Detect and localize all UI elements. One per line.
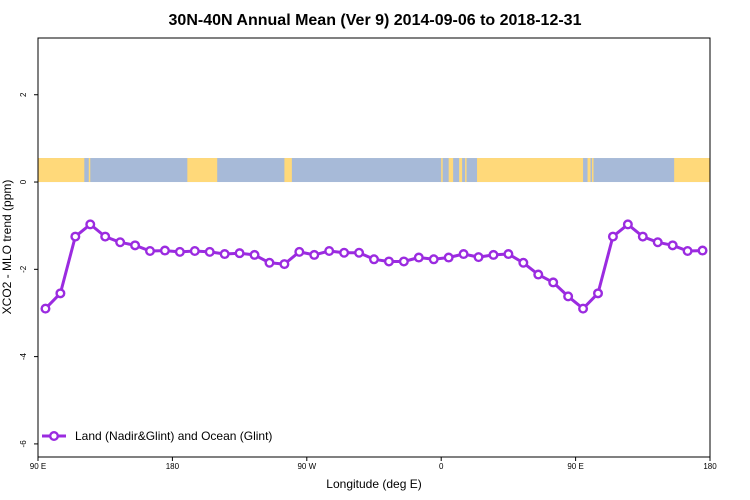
data-point	[369, 254, 380, 265]
x-tick-label: 180	[703, 462, 717, 471]
data-point	[339, 247, 350, 258]
data-point	[593, 288, 604, 299]
y-tick-label: -6	[19, 440, 28, 448]
data-point	[40, 303, 51, 314]
data-point	[204, 246, 215, 257]
data-point	[622, 219, 633, 230]
data-point	[234, 248, 245, 259]
data-point	[144, 245, 155, 256]
data-point	[115, 237, 126, 248]
plot-frame	[37, 37, 711, 458]
data-point	[249, 249, 260, 260]
land-segment	[587, 158, 591, 183]
data-point	[458, 249, 469, 260]
land-segment	[448, 158, 454, 183]
data-point	[413, 252, 424, 263]
data-point	[637, 231, 648, 242]
land-segment	[284, 158, 292, 183]
data-point	[55, 288, 66, 299]
data-point	[383, 256, 394, 267]
chart-title: 30N-40N Annual Mean (Ver 9) 2014-09-06 t…	[169, 12, 582, 29]
legend: Land (Nadir&Glint) and Ocean (Glint)	[42, 429, 272, 443]
land-segment	[441, 158, 443, 183]
x-tick-label: 90 E	[30, 462, 46, 471]
y-tick-label: 2	[19, 92, 28, 97]
data-point	[174, 246, 185, 257]
series-layer	[40, 219, 708, 314]
data-point	[398, 256, 409, 267]
data-point	[100, 231, 111, 242]
x-tick-label: 90 W	[297, 462, 316, 471]
data-point	[219, 249, 230, 260]
data-point	[159, 245, 170, 256]
land-segment	[674, 158, 710, 183]
data-point	[563, 291, 574, 302]
land-segment	[38, 158, 85, 183]
land-segment	[592, 158, 594, 183]
data-point	[533, 269, 544, 280]
x-axis-label: Longitude (deg E)	[326, 477, 421, 491]
data-point	[279, 259, 290, 270]
data-point	[488, 249, 499, 260]
data-point	[607, 231, 618, 242]
data-point	[324, 245, 335, 256]
data-point	[189, 245, 200, 256]
y-tick-label: -4	[19, 353, 28, 361]
data-point	[443, 252, 454, 263]
data-point	[309, 249, 320, 260]
y-tick-label: 0	[19, 179, 28, 184]
series-line	[44, 222, 703, 311]
x-tick-label: 180	[166, 462, 180, 471]
land-segment	[465, 158, 467, 183]
data-point	[70, 231, 81, 242]
data-point	[85, 219, 96, 230]
land-segment	[88, 158, 91, 183]
y-tick-label: -2	[19, 265, 28, 273]
data-point	[667, 240, 678, 251]
data-point	[697, 245, 708, 256]
data-point	[682, 245, 693, 256]
y-axis: 2 0 -2 -4 -6	[19, 92, 38, 448]
data-point	[503, 249, 514, 260]
data-point	[130, 240, 141, 251]
x-tick-label: 90 E	[567, 462, 583, 471]
x-tick-label: 0	[439, 462, 444, 471]
data-point	[428, 254, 439, 265]
data-point	[264, 257, 275, 268]
data-point	[473, 252, 484, 263]
land-segment	[187, 158, 218, 183]
data-point	[652, 237, 663, 248]
y-axis-label: XCO2 - MLO trend (ppm)	[0, 180, 14, 315]
data-point	[294, 246, 305, 257]
land-segment	[459, 158, 463, 183]
data-point	[518, 257, 529, 268]
land-segment	[477, 158, 584, 183]
legend-marker-swatch	[49, 431, 60, 442]
data-point	[578, 303, 589, 314]
x-axis: 90 E 180 90 W 0 90 E 180	[30, 457, 717, 471]
land-ocean-strip	[38, 158, 710, 183]
legend-label: Land (Nadir&Glint) and Ocean (Glint)	[75, 429, 272, 443]
ocean-band	[38, 158, 710, 183]
data-point	[354, 247, 365, 258]
data-point	[548, 277, 559, 288]
